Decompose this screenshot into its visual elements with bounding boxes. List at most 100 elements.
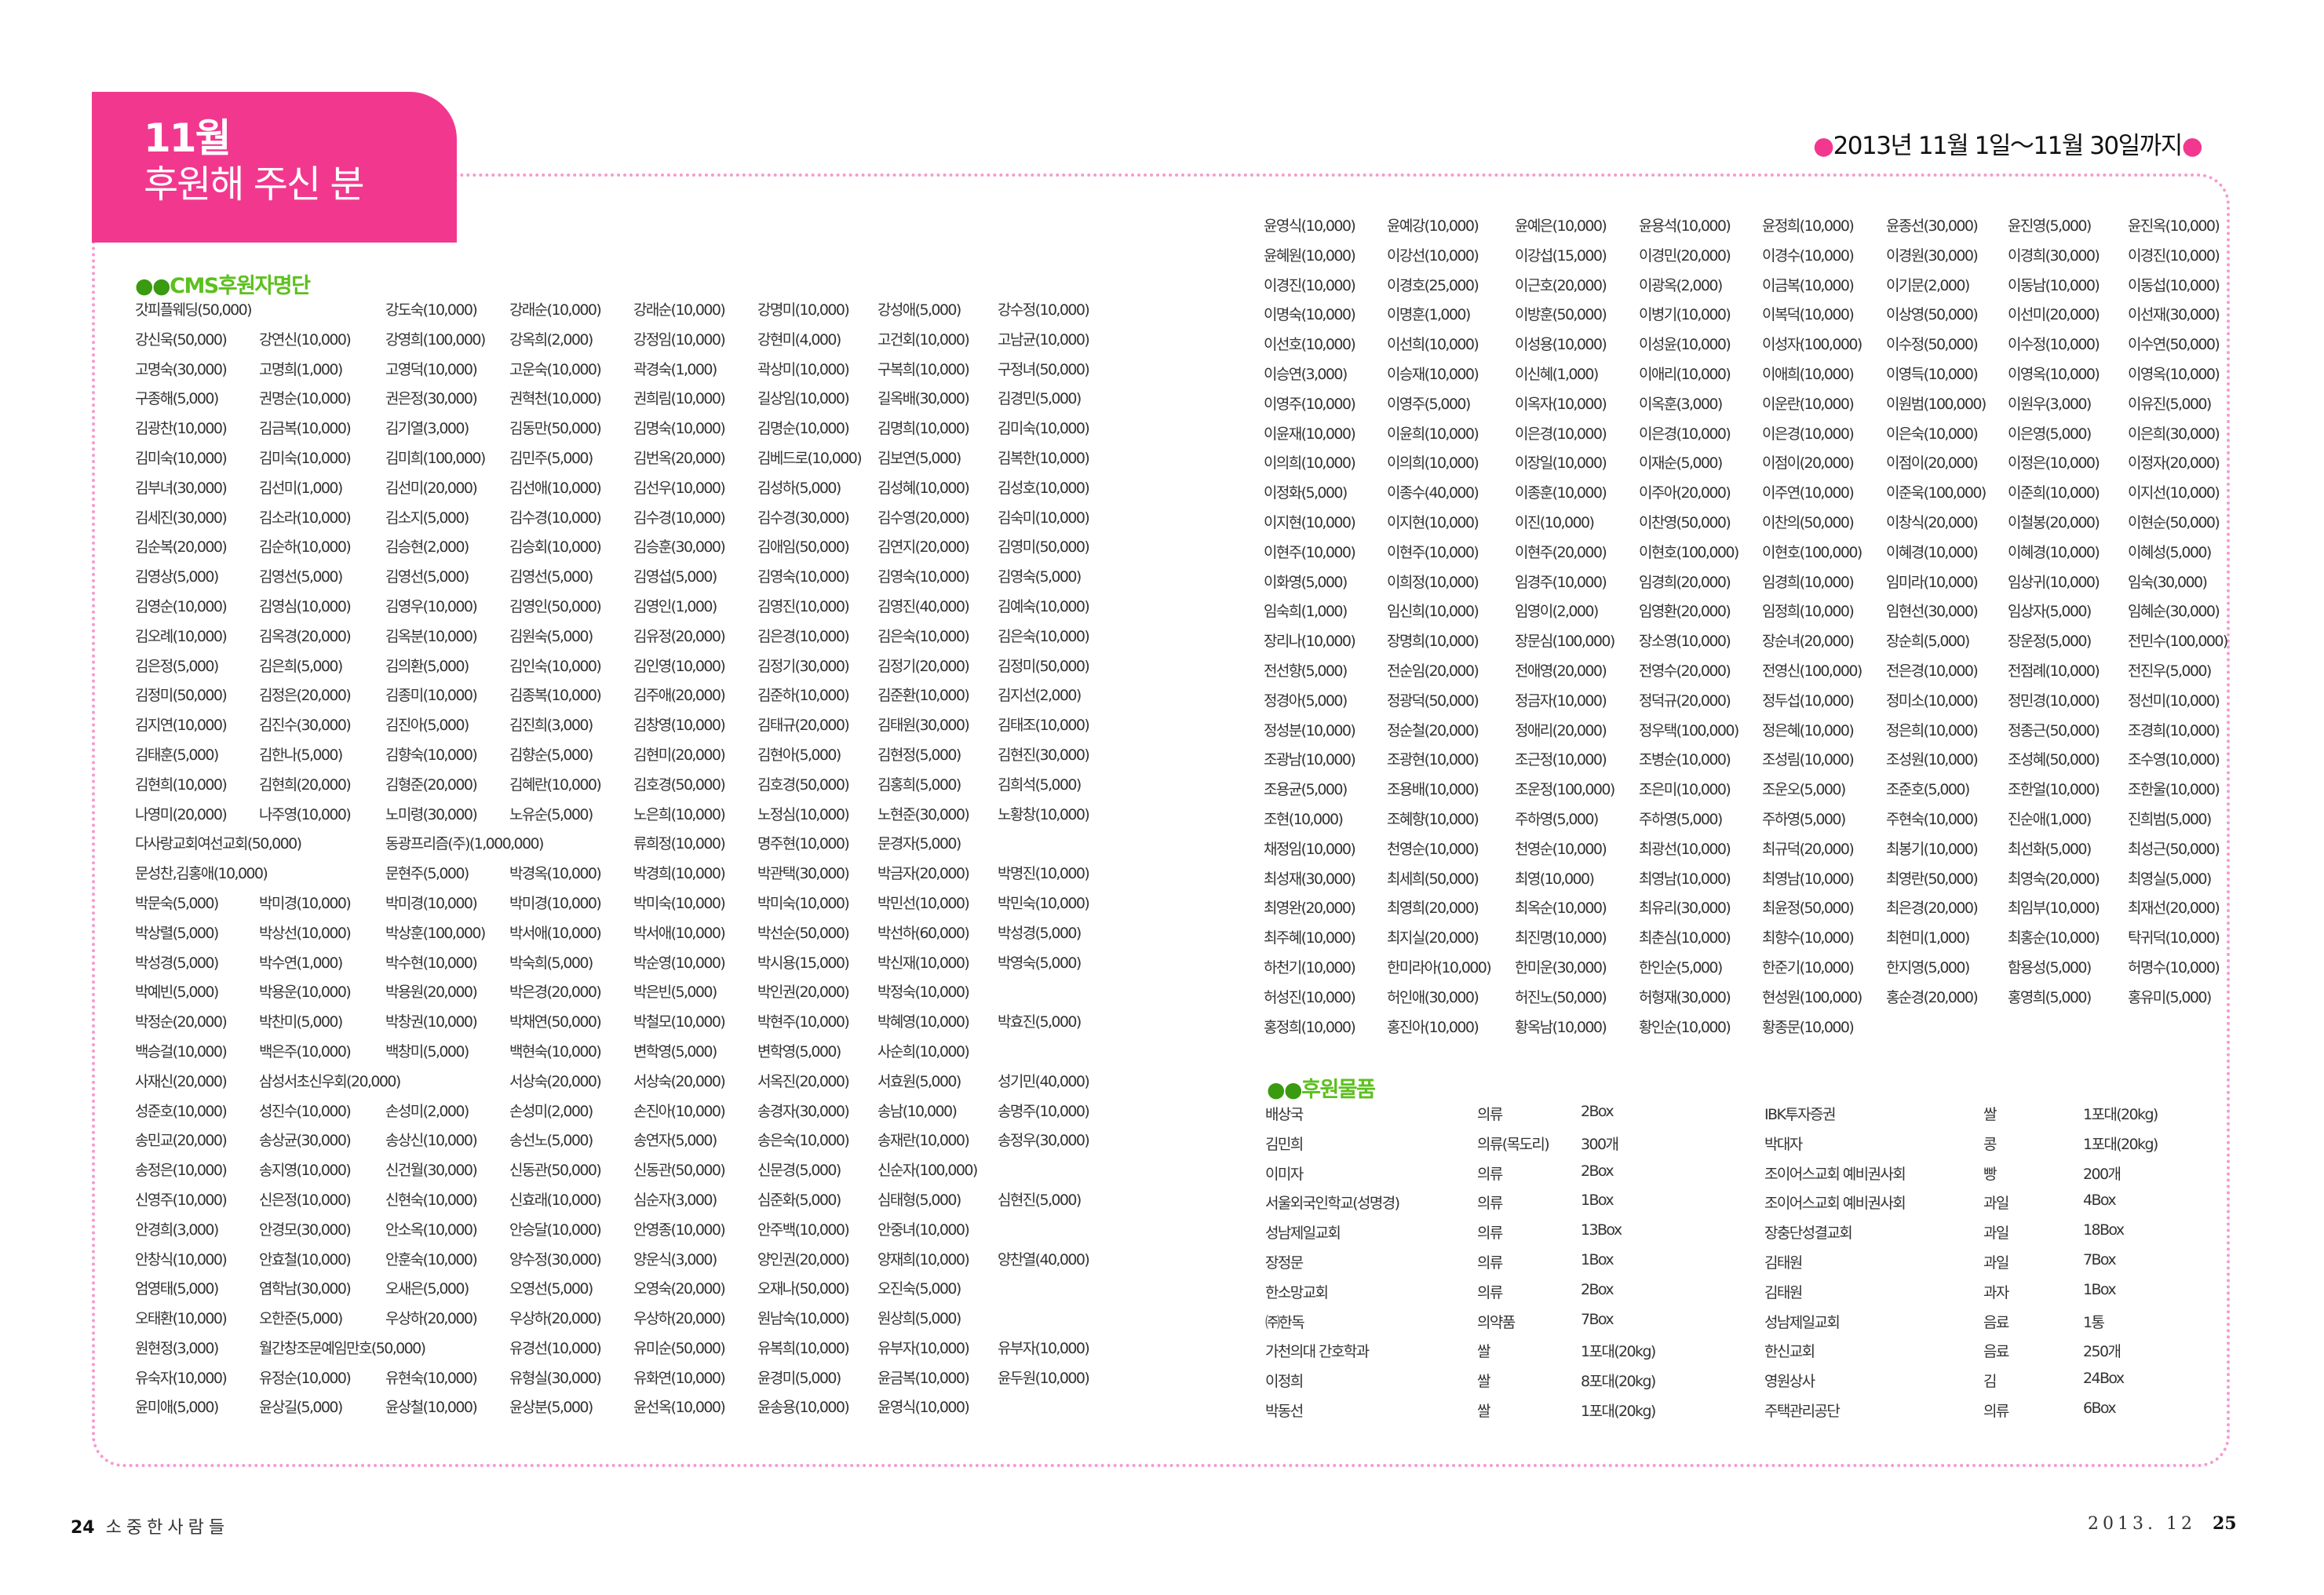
donor-entry: 박금자(20,000) [877,865,970,883]
donor-entry: 김순하(10,000) [259,538,352,557]
donor-entry: 조용균(5,000) [1264,781,1348,799]
donor-entry: 정덕규(20,000) [1639,692,1731,710]
goods-cell: 빵 [1983,1165,1997,1183]
donor-entry: 김수경(30,000) [757,509,850,527]
donor-entry: 임숙희(1,000) [1264,603,1348,621]
donor-entry: 안경희(3,000) [135,1221,219,1239]
goods-cell: 4Box [2083,1192,2117,1210]
magazine-title: 소중한사람들 [105,1518,230,1538]
donor-entry: 심준화(5,000) [757,1191,841,1209]
donor-entry: 김명순(10,000) [757,420,850,438]
donor-entry: 이종훈(10,000) [1515,484,1607,502]
donor-entry: 이원우(3,000) [2008,395,2092,413]
donor-entry: 이현주(10,000) [1264,543,1356,561]
donor-entry: 조성혜(50,000) [2008,751,2100,769]
donor-entry: 정은혜(10,000) [1762,721,1855,739]
cms-title-text: CMS후원자명단 [170,274,311,298]
donor-entry: 이방훈(50,000) [1515,306,1607,324]
donor-entry: 원상희(5,000) [877,1310,961,1328]
donor-entry: 조근정(10,000) [1515,751,1607,769]
donor-entry: 윤두원(10,000) [998,1369,1090,1387]
goods-cell: 서울외국인학교(성명경) [1265,1195,1400,1213]
donor-entry: 한인순(5,000) [1639,958,1723,976]
donor-entry: 정우택(100,000) [1639,721,1739,739]
donor-entry: 유정순(10,000) [259,1369,352,1387]
donor-entry: 김의환(5,000) [385,657,469,675]
month-label: 11월 [144,115,232,161]
donor-entry: 권희림(10,000) [633,390,726,408]
donor-entry: 이준욱(100,000) [1886,484,1987,502]
donor-entry: 이찬의(50,000) [1762,513,1855,531]
donor-entry: 윤영식(10,000) [1264,217,1356,235]
donor-entry: 구종해(5,000) [135,390,219,408]
donor-entry: 윤상길(5,000) [259,1399,343,1417]
donor-entry: 이현호(100,000) [1639,543,1739,561]
donor-entry: 백창미(5,000) [385,1042,469,1060]
donor-entry: 김현진(30,000) [998,746,1090,764]
donor-entry: 윤영식(10,000) [877,1399,970,1417]
donor-entry: 김호경(50,000) [757,776,850,794]
donor-entry: 박용운(10,000) [259,984,352,1002]
donor-entry: 전영신(100,000) [1762,662,1862,680]
donor-entry: 정광덕(50,000) [1387,692,1479,710]
donor-entry: 손성미(2,000) [385,1102,469,1120]
donor-entry: 김광찬(10,000) [135,420,228,438]
donor-entry: 박성경(5,000) [998,924,1082,942]
donor-entry: 안창식(10,000) [135,1250,228,1268]
donor-entry: 현성원(100,000) [1762,988,1862,1006]
donor-entry: 유미순(50,000) [633,1339,726,1357]
donor-entry: 사순희(10,000) [877,1042,970,1060]
donor-entry: 김현희(10,000) [135,776,228,794]
donor-entry: 노유순(5,000) [509,805,593,823]
donor-entry: 김영선(5,000) [385,568,469,586]
donor-entry: 김승현(2,000) [385,538,469,557]
donor-entry: 강수정(10,000) [998,301,1090,319]
bullet-icon: ●● [1267,1078,1303,1102]
donor-entry: 박창권(10,000) [385,1013,478,1031]
donor-entry: 한지영(5,000) [1886,958,1970,976]
donor-entry: 전은경(10,000) [1886,662,1979,680]
donor-entry: 김형준(20,000) [385,776,478,794]
donor-entry: 전민수(100,000) [2128,633,2228,651]
donor-entry: 박미경(10,000) [509,894,602,912]
donor-entry: 이선재(30,000) [2128,306,2220,324]
donor-entry: 다사랑교회여선교회(50,000) [135,835,302,853]
donor-entry: 최향수(10,000) [1762,929,1855,947]
donor-entry: 이근호(20,000) [1515,276,1607,294]
donor-entry: 송선노(5,000) [509,1132,593,1150]
donor-entry: 고영덕(10,000) [385,360,478,378]
donor-entry: 송정은(10,000) [135,1162,228,1180]
donor-entry: 윤선옥(10,000) [633,1399,726,1417]
donor-entry: 조광남(10,000) [1264,751,1356,769]
donor-entry: 이성용(10,000) [1515,336,1607,354]
goods-cell: 의류 [1477,1225,1503,1243]
donor-entry: 안소옥(10,000) [385,1221,478,1239]
donor-entry: 이진(10,000) [1515,513,1595,531]
donor-entry: 강신욱(50,000) [135,330,228,349]
donor-entry: 박현주(10,000) [757,1013,850,1031]
donor-entry: 엄영태(5,000) [135,1280,219,1298]
donor-entry: 김은정(5,000) [135,657,219,675]
donor-entry: 우상하(20,000) [385,1310,478,1328]
donor-entry: 김옥경(20,000) [259,627,352,645]
donor-entry: 박관택(30,000) [757,865,850,883]
donor-entry: 조준호(5,000) [1886,781,1970,799]
donor-entry: 김태원(30,000) [877,717,970,735]
donor-entry: 박성경(5,000) [135,954,219,972]
goods-section-title: ●●후원물품 [1267,1072,1376,1103]
donor-entry: 김복한(10,000) [998,449,1090,467]
donor-entry: 이주아(20,000) [1639,484,1731,502]
donor-entry: 이정은(10,000) [2008,454,2100,473]
donor-entry: 이의희(10,000) [1387,454,1479,473]
donor-entry: 김진아(5,000) [385,717,469,735]
donor-entry: 김유정(20,000) [633,627,726,645]
donor-entry: 김현아(5,000) [757,746,841,764]
donor-entry: 허성진(10,000) [1264,988,1356,1006]
goods-cell: 주택관리공단 [1764,1402,1841,1420]
donor-entry: 전순임(20,000) [1387,662,1479,680]
donor-entry: 윤진옥(10,000) [2128,217,2220,235]
donor-entry: 조경희(10,000) [2128,721,2220,739]
donor-entry: 강연신(10,000) [259,330,352,349]
donor-entry: 김미희(100,000) [385,449,486,467]
donor-entry: 정순철(20,000) [1387,721,1479,739]
